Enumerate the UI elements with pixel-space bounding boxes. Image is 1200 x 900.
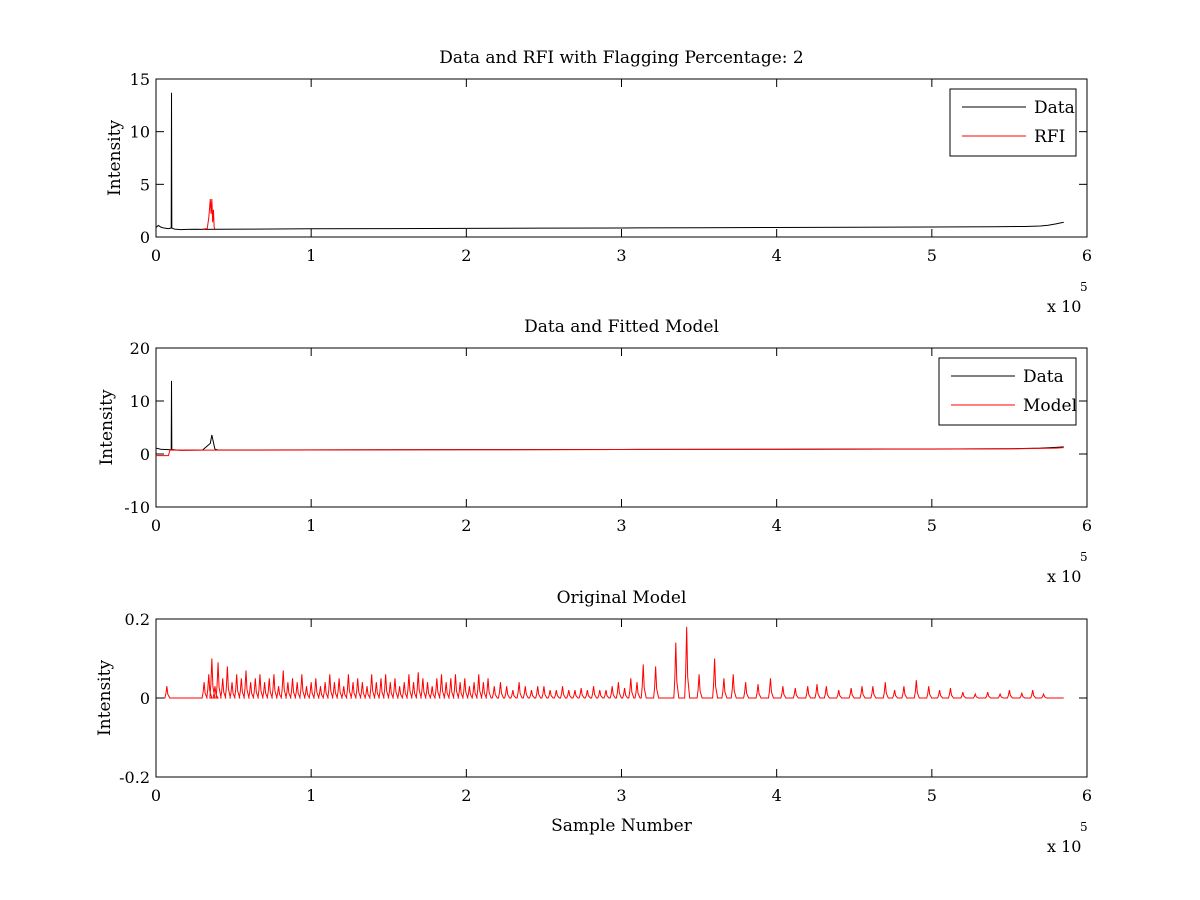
y-tick-label: 0 — [140, 689, 150, 708]
panel-1: 0 1 2 3 4 5 6 0 5 10 15 x 10 5 Data and RFI with Flag… — [105, 48, 1092, 316]
y-axis-label: Intensity — [95, 660, 115, 736]
axes-box — [155, 78, 1088, 238]
series-group — [156, 380, 1064, 457]
chart-title: Data and RFI with Flagging Percentage: 2 — [439, 48, 803, 68]
x-tick-label: 2 — [461, 786, 471, 805]
series-line-2 — [156, 447, 1064, 457]
y-tick-label: 0 — [140, 228, 150, 247]
x-multiplier-label: x 10 — [1047, 567, 1081, 586]
x-tick-label: 1 — [306, 246, 316, 265]
x-tick-label: 3 — [616, 246, 626, 265]
x-exponent-label: 5 — [1080, 550, 1088, 564]
y-tick-label: 15 — [130, 70, 150, 89]
x-tick-label: 1 — [306, 516, 316, 535]
legend-box — [949, 88, 1077, 157]
x-tick-label: 1 — [306, 786, 316, 805]
x-tick-label: 5 — [927, 786, 937, 805]
y-axis-label: Intensity — [97, 389, 117, 465]
x-tick-label: 6 — [1082, 786, 1092, 805]
legend-label: RFI — [1034, 127, 1065, 147]
legend: Data Model — [938, 357, 1077, 426]
series-line-1 — [156, 626, 1064, 699]
y-tick-label: 0 — [140, 445, 150, 464]
x-tick-label: 5 — [927, 516, 937, 535]
series-line-2 — [202, 199, 216, 230]
x-tick-label: 3 — [616, 786, 626, 805]
x-tick-label: 0 — [151, 786, 161, 805]
legend-label: Data — [1034, 98, 1075, 118]
legend-box — [938, 357, 1077, 426]
y-tick-label: -0.2 — [119, 768, 150, 787]
x-axis-label: Sample Number — [551, 816, 693, 836]
x-tick-label: 4 — [772, 786, 782, 805]
legend-label: Model — [1023, 396, 1077, 416]
y-tick-label: 10 — [130, 392, 150, 411]
x-tick-label: 4 — [772, 246, 782, 265]
y-tick-label: -10 — [124, 498, 150, 517]
chart-title: Original Model — [557, 588, 687, 608]
y-tick-label: 10 — [130, 123, 150, 142]
series-line-1 — [156, 92, 1064, 231]
x-tick-label: 6 — [1082, 246, 1092, 265]
series-group — [156, 92, 1064, 231]
legend: Data RFI — [949, 88, 1077, 157]
x-exponent-label: 5 — [1080, 280, 1088, 294]
y-tick-label: 5 — [140, 175, 150, 194]
x-multiplier-label: x 10 — [1047, 297, 1081, 316]
x-tick-label: 4 — [772, 516, 782, 535]
x-tick-label: 2 — [461, 516, 471, 535]
series-line-1 — [156, 380, 1064, 451]
x-multiplier-label: x 10 — [1047, 837, 1081, 856]
x-tick-label: 6 — [1082, 516, 1092, 535]
chart-title: Data and Fitted Model — [524, 317, 719, 337]
y-tick-label: 0.2 — [125, 610, 150, 629]
x-tick-label: 2 — [461, 246, 471, 265]
y-axis-label: Intensity — [105, 120, 125, 196]
y-tick-label: 20 — [130, 339, 150, 358]
x-tick-label: 0 — [151, 516, 161, 535]
x-tick-label: 0 — [151, 246, 161, 265]
legend-label: Data — [1023, 367, 1064, 387]
series-group — [156, 626, 1064, 699]
x-tick-label: 5 — [927, 246, 937, 265]
x-exponent-label: 5 — [1080, 820, 1088, 834]
x-tick-label: 3 — [616, 516, 626, 535]
